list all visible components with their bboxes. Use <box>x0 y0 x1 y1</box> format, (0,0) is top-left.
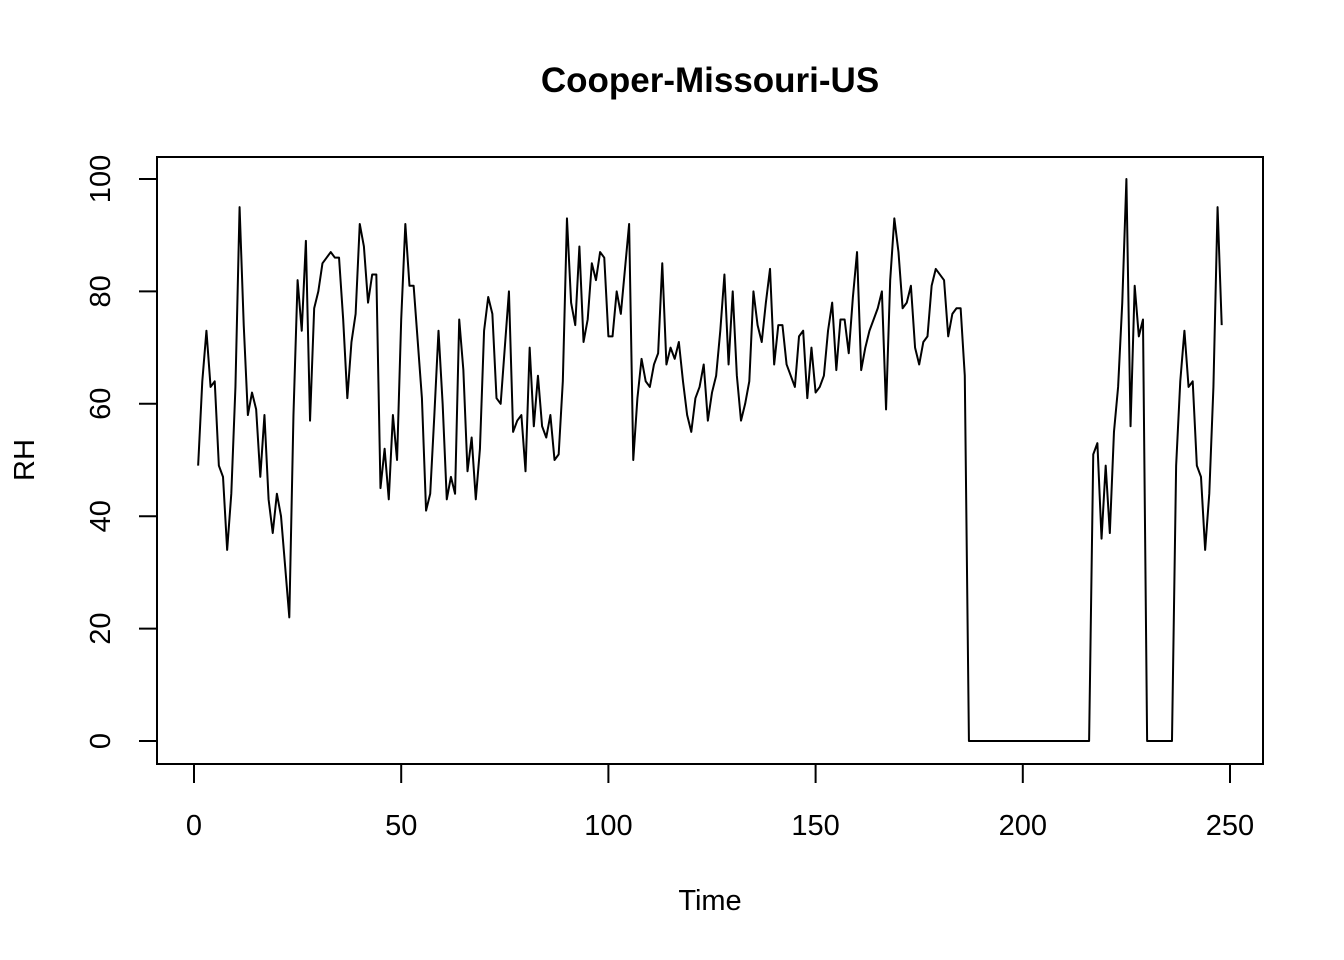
x-tick-label: 150 <box>791 810 839 842</box>
y-tick-label: 20 <box>85 612 117 644</box>
y-tick-label: 0 <box>85 733 117 749</box>
chart-title: Cooper-Missouri-US <box>541 61 879 100</box>
x-tick-label: 200 <box>999 810 1047 842</box>
y-tick-label: 80 <box>85 275 117 307</box>
x-tick-label: 0 <box>186 810 202 842</box>
rh-series-line <box>197 178 1223 742</box>
x-tick-label: 50 <box>385 810 417 842</box>
x-axis-label: Time <box>678 885 741 917</box>
x-tick-label: 100 <box>584 810 632 842</box>
y-axis: 0 20 40 60 80 100 <box>85 155 158 749</box>
y-tick-label: 100 <box>85 155 117 203</box>
y-tick-label: 40 <box>85 500 117 532</box>
x-tick-label: 250 <box>1206 810 1254 842</box>
y-axis-label: RH <box>9 439 41 481</box>
x-axis: 0 50 100 150 200 250 <box>186 763 1254 842</box>
y-tick-label: 60 <box>85 388 117 420</box>
